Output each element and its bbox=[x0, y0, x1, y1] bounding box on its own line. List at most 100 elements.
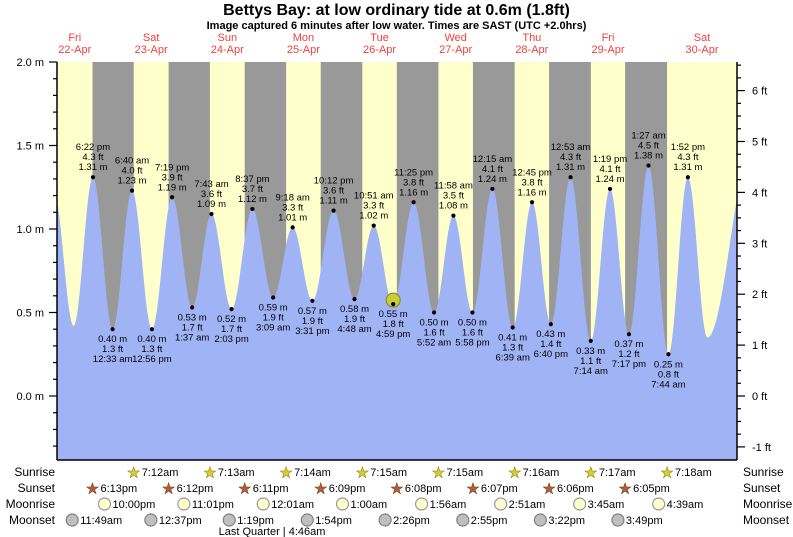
tide-high-time: 9:18 am bbox=[275, 192, 309, 203]
right-axis-label: -1 ft bbox=[752, 442, 771, 454]
current-time-marker bbox=[385, 292, 401, 308]
tide-low-m: 0.33 m bbox=[576, 346, 605, 357]
day-name: Sat bbox=[694, 32, 711, 44]
moonrise-time: 1:56am bbox=[430, 499, 467, 511]
sunset-time: 6:07pm bbox=[481, 483, 518, 495]
moonrise-time: 1:00am bbox=[350, 499, 387, 511]
day-name: Fri bbox=[68, 32, 81, 44]
page-title: Bettys Bay: at low ordinary tide at 0.6m… bbox=[223, 2, 570, 19]
tide-point bbox=[548, 322, 553, 327]
tide-high-m: 1.19 m bbox=[158, 182, 187, 193]
tide-high-m: 1.24 m bbox=[478, 174, 507, 185]
moonrise-time: 3:45am bbox=[588, 499, 625, 511]
tide-high-time: 8:37 pm bbox=[235, 174, 269, 185]
day-date: 30-Apr bbox=[686, 44, 719, 56]
tide-low-ft: 0.8 ft bbox=[658, 369, 679, 380]
tide-high-m: 1.31 m bbox=[673, 162, 702, 173]
sunset-star-icon: ★ bbox=[543, 481, 555, 496]
tide-high-ft: 3.7 ft bbox=[242, 184, 263, 195]
tide-point bbox=[685, 175, 690, 180]
sunset-star-icon: ★ bbox=[239, 481, 251, 496]
tide-high-time: 11:58 am bbox=[434, 181, 473, 192]
tide-low-m: 0.50 m bbox=[420, 318, 449, 329]
tide-high-time: 12:45 pm bbox=[512, 167, 552, 178]
tide-point bbox=[588, 338, 593, 343]
tide-point bbox=[271, 295, 276, 300]
sunset-time: 6:06pm bbox=[557, 483, 594, 495]
sunrise-star-icon: ★ bbox=[356, 465, 368, 480]
moonset-circle-icon bbox=[65, 513, 79, 527]
tide-point bbox=[290, 225, 295, 230]
tide-high-m: 1.08 m bbox=[439, 201, 468, 212]
tide-high-time: 12:53 am bbox=[551, 142, 591, 153]
tide-high-time: 10:51 am bbox=[354, 191, 394, 202]
sunset-time: 6:08pm bbox=[405, 483, 442, 495]
tide-curve-area bbox=[57, 165, 737, 461]
sunrise-star-icon: ★ bbox=[509, 465, 521, 480]
tide-point bbox=[170, 195, 175, 200]
tide-point bbox=[209, 211, 214, 217]
tide-low-time: 4:59 pm bbox=[376, 329, 410, 340]
moon-phase-label: Last Quarter | 4:46am bbox=[219, 526, 326, 537]
tide-point bbox=[250, 206, 255, 212]
sunrise-star-icon: ★ bbox=[280, 465, 292, 480]
moonrise-time: 11:01pm bbox=[192, 499, 234, 511]
sunset-time: 6:09pm bbox=[329, 483, 366, 495]
day-name: Tue bbox=[370, 32, 389, 44]
moonrise-time: 4:39am bbox=[667, 499, 704, 511]
tide-point bbox=[451, 213, 456, 218]
tide-high-ft: 4.3 ft bbox=[82, 152, 103, 163]
sunset-row-label-left: Sunset bbox=[18, 481, 56, 495]
tide-low-time: 3:31 pm bbox=[295, 326, 329, 337]
moonset-time: 3:49pm bbox=[626, 515, 663, 527]
left-axis-label: 1.0 m bbox=[16, 224, 44, 236]
day-date: 25-Apr bbox=[287, 44, 320, 56]
right-axis-label: 5 ft bbox=[752, 136, 767, 148]
sunrise-time: 7:12am bbox=[142, 467, 179, 479]
sunrise-star-icon: ★ bbox=[204, 465, 216, 480]
tide-high-m: 1.01 m bbox=[278, 212, 307, 223]
tide-low-time: 6:40 pm bbox=[534, 349, 568, 360]
tide-point bbox=[129, 188, 135, 193]
moonset-time: 2:55pm bbox=[471, 515, 508, 527]
tide-high-ft: 3.5 ft bbox=[443, 191, 464, 202]
sunrise-row-label-left: Sunrise bbox=[14, 465, 55, 479]
tide-high-m: 1.38 m bbox=[634, 151, 663, 162]
day-date: 26-Apr bbox=[363, 44, 396, 56]
day-name: Thu bbox=[522, 32, 541, 44]
tide-high-time: 7:43 am bbox=[194, 179, 228, 190]
moonrise-circle-icon bbox=[177, 497, 191, 511]
sunrise-star-icon: ★ bbox=[585, 465, 597, 480]
tide-point bbox=[310, 298, 315, 303]
moonrise-circle-icon bbox=[573, 497, 587, 511]
sunrise-time: 7:15am bbox=[446, 467, 483, 479]
sunset-time: 6:13pm bbox=[100, 483, 137, 495]
tide-low-m: 0.41 m bbox=[498, 333, 527, 344]
tide-high-m: 1.24 m bbox=[595, 174, 624, 185]
tide-high-ft: 3.6 ft bbox=[201, 189, 222, 200]
tide-high-time: 1:52 pm bbox=[671, 142, 705, 153]
tide-high-ft: 3.8 ft bbox=[403, 177, 424, 188]
tide-point bbox=[510, 325, 515, 330]
tide-point bbox=[331, 208, 336, 213]
tide-point bbox=[90, 175, 96, 180]
tide-point bbox=[391, 302, 396, 307]
tide-high-ft: 3.3 ft bbox=[363, 201, 384, 212]
tide-high-m: 1.12 m bbox=[238, 194, 267, 205]
tide-low-ft: 1.9 ft bbox=[263, 312, 284, 323]
tide-point bbox=[190, 305, 195, 310]
tide-high-time: 6:22 pm bbox=[76, 142, 110, 153]
moonset-time: 2:26pm bbox=[393, 515, 430, 527]
tide-low-m: 0.40 m bbox=[137, 334, 166, 345]
moonrise-circle-icon bbox=[335, 497, 350, 511]
tide-point bbox=[646, 163, 651, 168]
tide-point bbox=[371, 223, 376, 228]
tide-high-ft: 4.0 ft bbox=[121, 166, 142, 177]
day-date: 23-Apr bbox=[135, 44, 168, 56]
moonset-time: 1:54pm bbox=[315, 515, 352, 527]
day-date: 24-Apr bbox=[211, 44, 244, 56]
sunset-star-icon: ★ bbox=[391, 481, 403, 496]
left-axis-label: 1.5 m bbox=[16, 141, 44, 153]
tide-low-ft: 1.3 ft bbox=[141, 344, 162, 355]
tide-low-time: 4:48 am bbox=[337, 324, 371, 335]
